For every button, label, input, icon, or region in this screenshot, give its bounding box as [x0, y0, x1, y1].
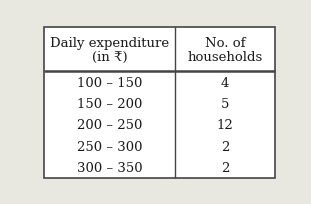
Text: 150 – 200: 150 – 200 — [77, 98, 142, 111]
Text: (in ₹): (in ₹) — [91, 51, 127, 63]
Text: Daily expenditure: Daily expenditure — [50, 37, 169, 50]
Text: 4: 4 — [221, 76, 229, 89]
Text: households: households — [188, 51, 263, 63]
Text: No. of: No. of — [205, 37, 245, 50]
Text: 12: 12 — [217, 119, 234, 132]
Text: 300 – 350: 300 – 350 — [77, 161, 142, 174]
Text: 200 – 250: 200 – 250 — [77, 119, 142, 132]
Text: 2: 2 — [221, 161, 229, 174]
Text: 5: 5 — [221, 98, 229, 111]
Text: 2: 2 — [221, 140, 229, 153]
Text: 250 – 300: 250 – 300 — [77, 140, 142, 153]
Text: 100 – 150: 100 – 150 — [77, 76, 142, 89]
